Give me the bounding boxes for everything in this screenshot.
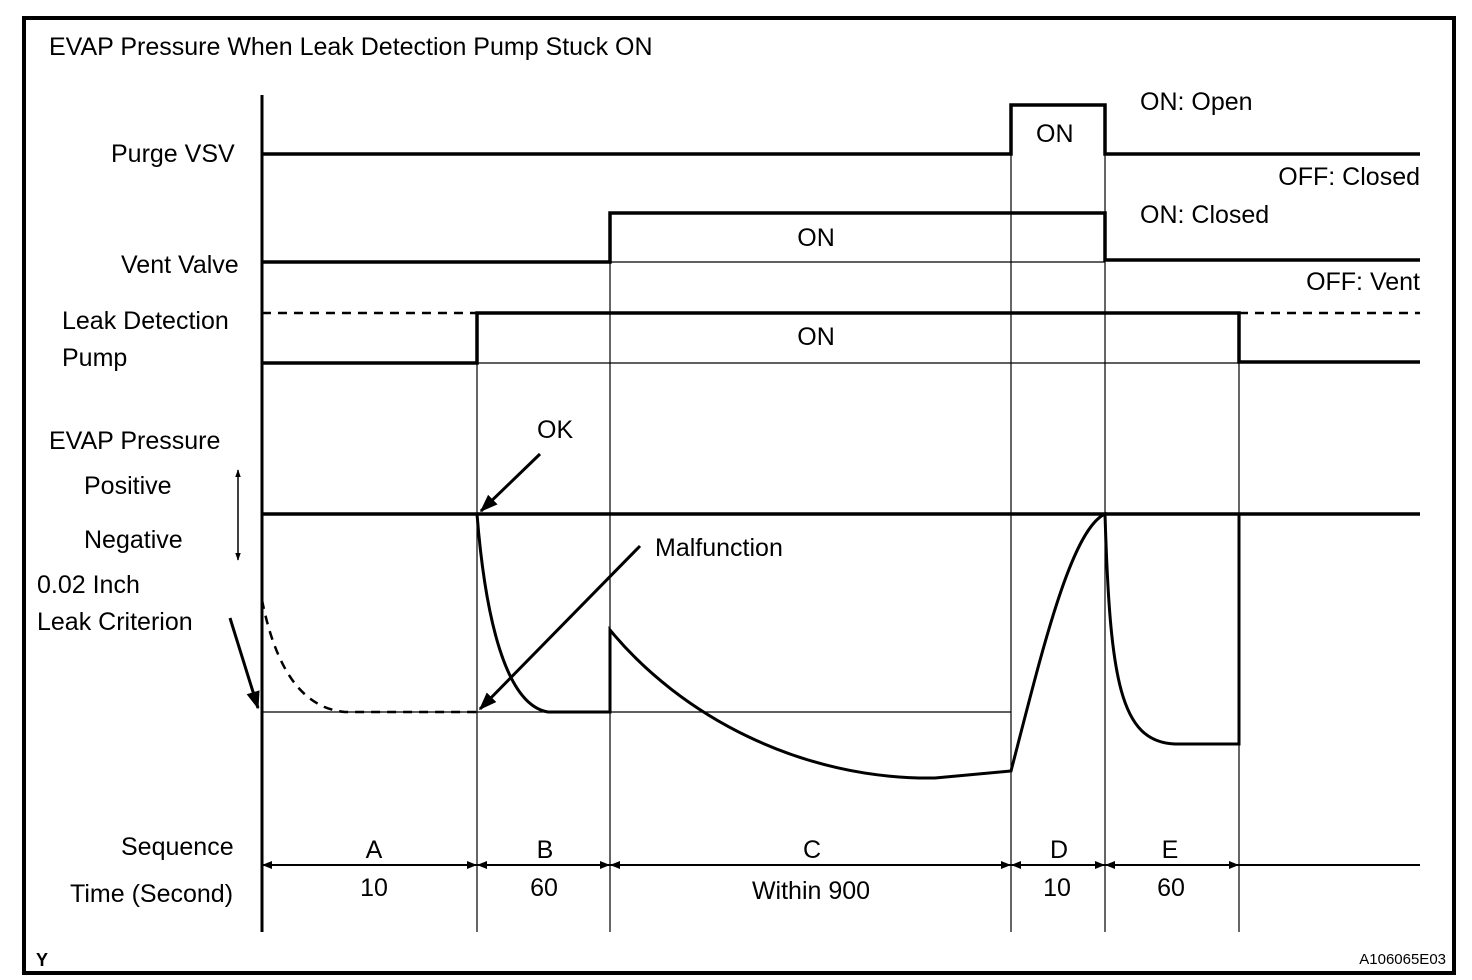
- phase-a-name: A: [366, 836, 383, 864]
- purge-vsv-waveform: [262, 103, 1420, 156]
- phase-c-name: C: [803, 836, 821, 864]
- phase-boundaries: [476, 105, 1240, 932]
- corner-mark: Y: [36, 950, 48, 970]
- vent-valve-pulse-label: ON: [797, 224, 835, 252]
- vent-valve-label: Vent Valve: [121, 251, 239, 279]
- phase-d-name: D: [1050, 836, 1068, 864]
- time-label: Time (Second): [70, 880, 233, 908]
- negative-label: Negative: [84, 526, 183, 554]
- figure-code: A106065E03: [1359, 951, 1446, 968]
- criterion-arrow: [228, 617, 260, 710]
- criterion-label-line2: Leak Criterion: [37, 608, 193, 636]
- purge-vsv-off-state: OFF: Closed: [1278, 163, 1420, 191]
- purge-vsv-on-state: ON: Open: [1140, 88, 1253, 116]
- reference-decay-dashed-curve: [260, 599, 477, 714]
- vent-valve-waveform: [262, 211, 1420, 264]
- phase-e-time: 60: [1157, 874, 1185, 902]
- pump-waveform: [262, 311, 1420, 365]
- diagram-title: EVAP Pressure When Leak Detection Pump S…: [49, 33, 653, 61]
- malfunction-arrow: [478, 544, 642, 711]
- figure-frame: [22, 16, 1456, 975]
- purge-vsv-pulse-label: ON: [1036, 120, 1074, 148]
- criterion-label-line1: 0.02 Inch: [37, 571, 140, 599]
- malfunction-label: Malfunction: [655, 534, 783, 562]
- phase-e-name: E: [1162, 836, 1179, 864]
- pump-pulse-label: ON: [797, 323, 835, 351]
- pump-label-line1: Leak Detection: [62, 307, 229, 335]
- phase-a-time: 10: [360, 874, 388, 902]
- phase-c-time: Within 900: [752, 877, 870, 905]
- evap-pressure-trace: [475, 511, 1420, 780]
- evap-pressure-label: EVAP Pressure: [49, 427, 220, 455]
- positive-label: Positive: [84, 472, 172, 500]
- phase-d-time: 10: [1043, 874, 1071, 902]
- ok-label: OK: [537, 416, 573, 444]
- vent-valve-on-state: ON: Closed: [1140, 201, 1269, 229]
- purge-vsv-label: Purge VSV: [111, 140, 235, 168]
- ok-arrow: [479, 452, 542, 513]
- sequence-label: Sequence: [121, 833, 234, 861]
- phase-b-name: B: [537, 836, 554, 864]
- vent-valve-off-state: OFF: Vent: [1306, 268, 1420, 296]
- phase-b-time: 60: [530, 874, 558, 902]
- pump-label-line2: Pump: [62, 344, 127, 372]
